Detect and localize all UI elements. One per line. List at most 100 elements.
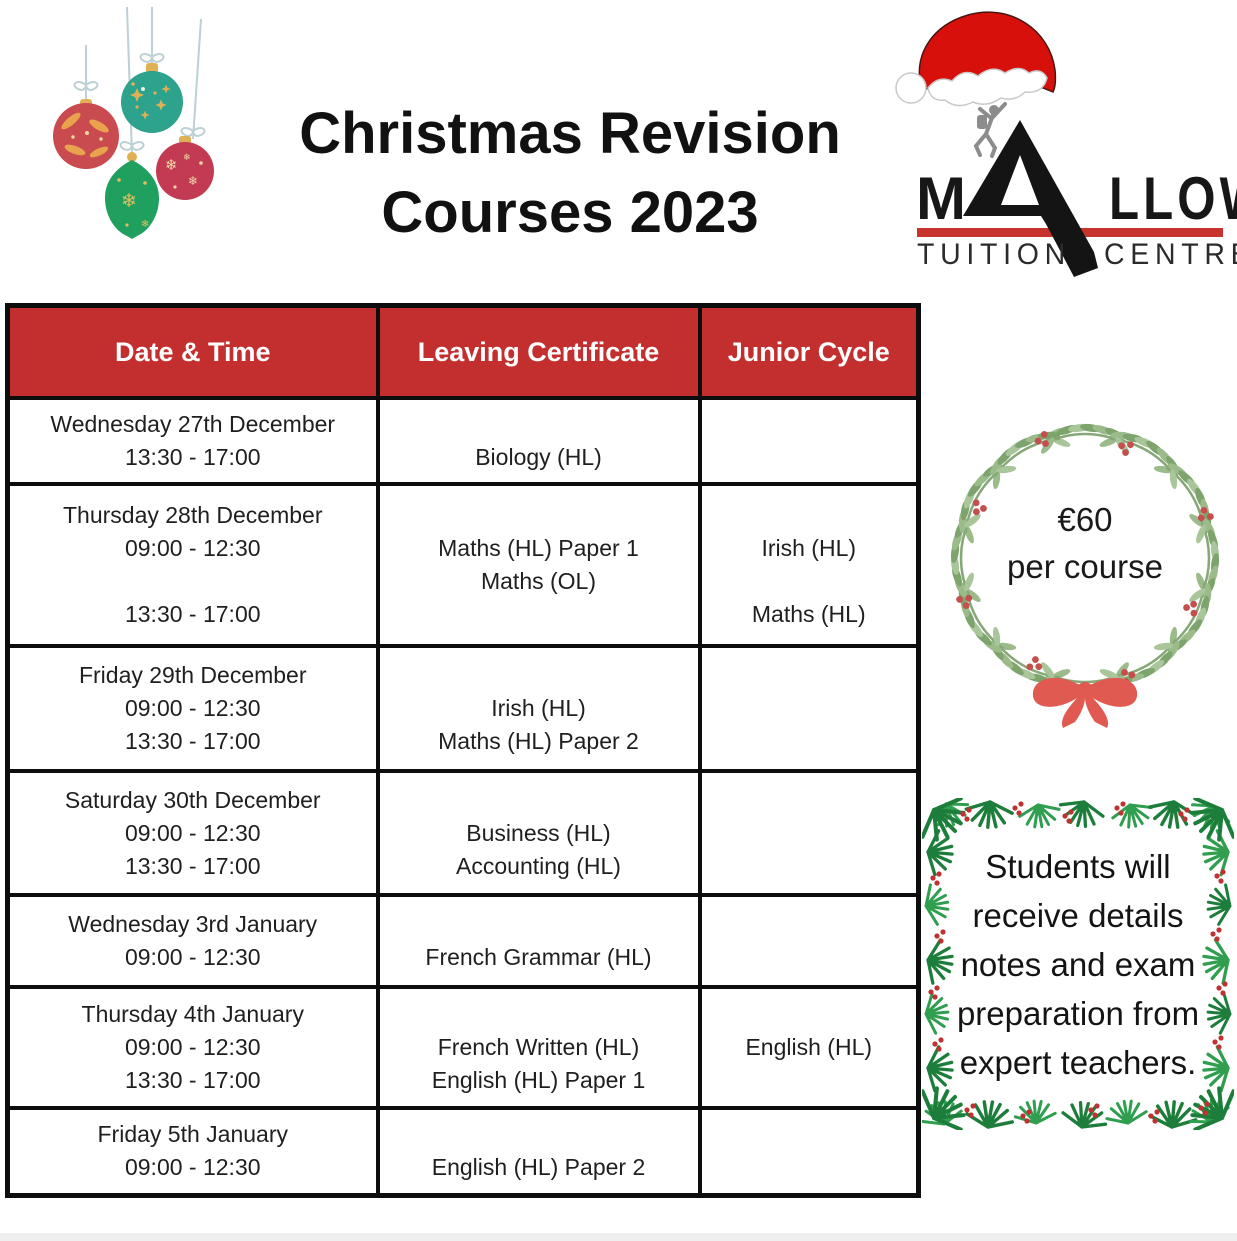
leaving-cert-cell: French Written (HL) English (HL) Paper 1 xyxy=(375,985,702,1110)
header-junior-cycle: Junior Cycle xyxy=(697,303,921,400)
svg-text:❄: ❄ xyxy=(188,174,198,188)
cell-line: 09:00 - 12:30 xyxy=(124,695,261,721)
table-row: Friday 5th January 09:00 - 12:30 English … xyxy=(5,1106,921,1197)
note-line: receive details xyxy=(972,896,1184,934)
note-line: Students will xyxy=(985,847,1171,885)
cell-line xyxy=(380,499,698,532)
cell-line: Irish (HL) xyxy=(491,695,586,721)
cell-line: Saturday 30th December xyxy=(64,786,321,813)
cell-line: 09:00 - 12:30 xyxy=(124,944,261,970)
cell-line xyxy=(380,408,698,441)
junior-cycle-cell: English (HL) xyxy=(697,985,921,1110)
cell-line: 09:00 - 12:30 xyxy=(124,535,261,561)
cell-line xyxy=(702,499,917,532)
leaving-cert-cell: French Grammar (HL) xyxy=(375,893,702,989)
junior-cycle-cell xyxy=(697,1106,921,1197)
note-text: Students will receive details notes and ex… xyxy=(922,798,1234,1130)
cell-line: Thursday 28th December xyxy=(62,502,323,528)
cell-line: Irish (HL) xyxy=(761,535,857,561)
cell-line xyxy=(380,908,698,941)
date-cell: Thursday 28th December 09:00 - 12:30 13:3… xyxy=(5,482,380,648)
price-unit: per course xyxy=(1007,548,1163,585)
date-cell: Wednesday 27th December 13:30 - 17:00 xyxy=(5,396,380,486)
cell-line: Biology (HL) xyxy=(475,444,602,470)
red-snowflake-bauble-icon: ❄ ❄ ❄ xyxy=(156,136,214,200)
cell-line: Wednesday 27th December xyxy=(50,411,336,437)
junior-cycle-cell xyxy=(697,893,921,989)
header-date-time: Date & Time xyxy=(5,303,380,400)
cell-line: Business (HL) xyxy=(466,819,611,846)
table-row: Thursday 28th December 09:00 - 12:30 13:3… xyxy=(5,482,921,648)
junior-cycle-cell: Irish (HL) Maths (HL) xyxy=(697,482,921,648)
logo-tagline-left: TUITION xyxy=(917,238,1071,271)
svg-text:❄: ❄ xyxy=(121,190,137,212)
table-row: Wednesday 3rd January 09:00 - 12:30 Frenc… xyxy=(5,893,921,989)
cell-line: English (HL) Paper 2 xyxy=(431,1154,646,1181)
course-table: Date & Time Leaving Certificate Junior C… xyxy=(5,303,921,1198)
page-title-line1: Christmas Revision xyxy=(299,101,841,166)
date-cell: Wednesday 3rd January 09:00 - 12:30 xyxy=(5,893,380,989)
cell-line xyxy=(702,1064,917,1097)
page-title: Christmas Revision Courses 2023 xyxy=(240,94,900,252)
junior-cycle-cell xyxy=(697,644,921,773)
logo-tagline-right: CENTRE xyxy=(1104,238,1237,271)
svg-text:❄: ❄ xyxy=(165,156,178,174)
wreath-icon xyxy=(945,418,1225,728)
cell-line: English (HL) xyxy=(745,1034,873,1060)
leaving-cert-cell: Biology (HL) xyxy=(375,396,702,486)
junior-cycle-cell xyxy=(697,396,921,486)
leaving-cert-cell: English (HL) Paper 2 xyxy=(375,1106,702,1197)
cell-line xyxy=(380,598,698,631)
leaving-cert-cell: Maths (HL) Paper 1 Maths (OL) xyxy=(375,482,702,648)
note-line: notes and exam xyxy=(960,945,1196,983)
santa-hat-icon xyxy=(895,11,1057,107)
cell-line: 13:30 - 17:00 xyxy=(124,601,261,627)
christmas-ornaments-icon: ❄ ❄ ❄ ❄ ❄ xyxy=(53,6,214,239)
cell-line: 13:30 - 17:00 xyxy=(124,444,261,470)
cell-line: 09:00 - 12:30 xyxy=(124,1034,261,1060)
date-cell: Friday 29th December 09:00 - 12:30 13:30 -… xyxy=(5,644,380,773)
note-box: Students will receive details notes and ex… xyxy=(922,798,1234,1130)
bottom-strip xyxy=(0,1233,1237,1241)
leaving-cert-cell: Business (HL) Accounting (HL) xyxy=(375,769,702,897)
cell-line: Maths (HL) Paper 1 xyxy=(438,535,639,561)
logo-text-start: M xyxy=(916,165,966,232)
teal-bauble-icon xyxy=(121,63,183,133)
cell-line: 13:30 - 17:00 xyxy=(124,728,261,754)
cell-line: French Grammar (HL) xyxy=(425,944,652,970)
date-cell: Thursday 4th January 09:00 - 12:30 13:30 -… xyxy=(5,985,380,1110)
header-leaving-certificate: Leaving Certificate xyxy=(375,303,702,400)
svg-text:❄: ❄ xyxy=(183,153,191,163)
table-header-row: Date & Time Leaving Certificate Junior C… xyxy=(5,303,921,400)
price-badge: €60 per course xyxy=(975,496,1195,590)
note-line: expert teachers. xyxy=(959,1043,1197,1081)
cell-line xyxy=(380,998,698,1031)
junior-cycle-cell xyxy=(697,769,921,897)
cell-line xyxy=(380,1118,698,1151)
table-row: Friday 29th December 09:00 - 12:30 13:30 -… xyxy=(5,644,921,773)
mallow-tuition-centre-logo: M LLOW TUITION CENTRE xyxy=(890,8,1237,288)
table-row: Wednesday 27th December 13:30 - 17:00 Bio… xyxy=(5,396,921,486)
cell-line xyxy=(380,784,698,817)
cell-line: Maths (HL) Paper 2 xyxy=(438,728,639,754)
bow-icon xyxy=(1032,677,1138,728)
table-row: Thursday 4th January 09:00 - 12:30 13:30 -… xyxy=(5,985,921,1110)
note-line: preparation from xyxy=(956,994,1200,1032)
leaving-cert-cell: Irish (HL) Maths (HL) Paper 2 xyxy=(375,644,702,773)
svg-text:❄: ❄ xyxy=(141,219,149,230)
cell-line: Thursday 4th January xyxy=(81,1001,304,1027)
cell-line: English (HL) Paper 1 xyxy=(431,1067,646,1093)
cell-line xyxy=(380,659,698,692)
cell-line: Wednesday 3rd January xyxy=(68,911,318,937)
green-onion-ornament-icon: ❄ ❄ xyxy=(105,152,159,239)
cell-line xyxy=(702,998,917,1031)
cell-line: 13:30 - 17:00 xyxy=(124,852,261,879)
logo-letter-a xyxy=(963,120,1098,277)
cell-line: Maths (OL) xyxy=(480,568,597,594)
cell-line: French Written (HL) xyxy=(437,1034,640,1060)
table-row: Saturday 30th December 09:00 - 12:30 13:30… xyxy=(5,769,921,897)
cell-line xyxy=(10,565,376,598)
page-title-line2: Courses 2023 xyxy=(381,180,759,245)
price-amount: €60 xyxy=(1057,501,1113,538)
